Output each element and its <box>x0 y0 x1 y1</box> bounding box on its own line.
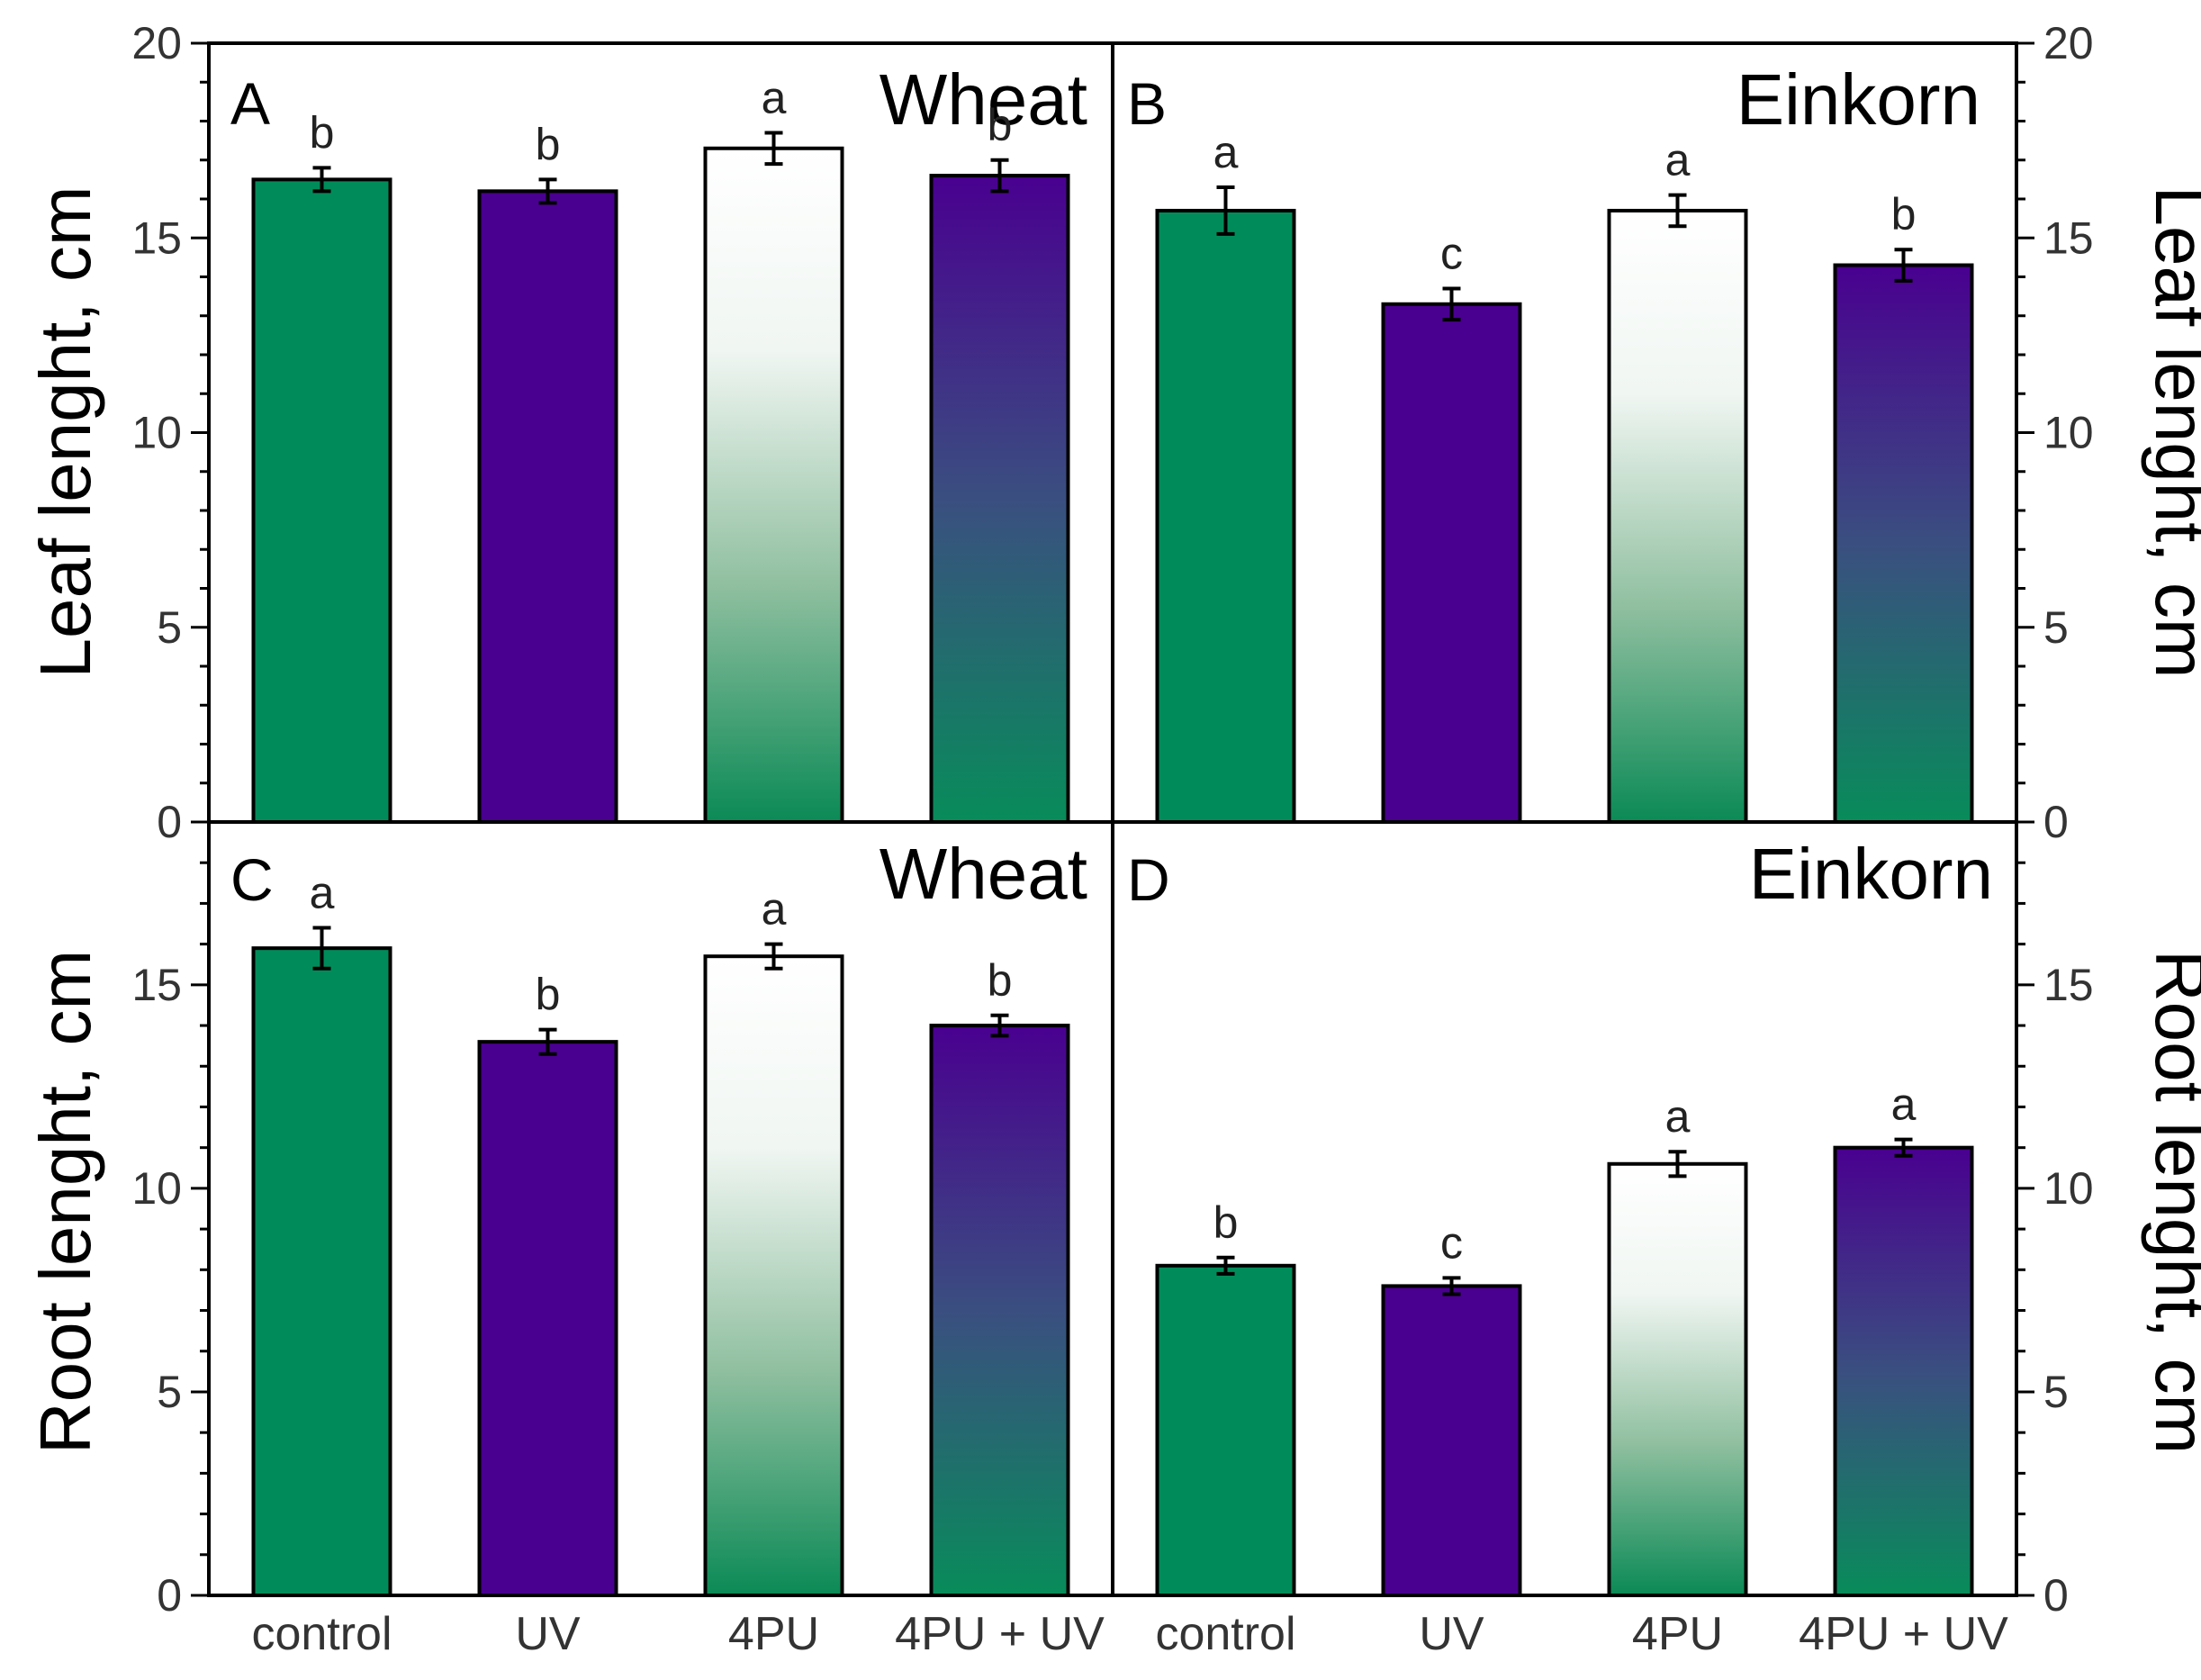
x-category-label: control <box>1155 1608 1295 1660</box>
significance-label: b <box>536 119 561 169</box>
y-tick-label: 10 <box>131 408 182 458</box>
bar <box>703 954 844 1597</box>
panel-title: Wheat <box>879 59 1087 140</box>
panel-letter: A <box>230 70 270 137</box>
panel-title: Einkorn <box>1749 834 1993 914</box>
significance-label: b <box>988 955 1013 1006</box>
significance-label: b <box>1891 189 1917 239</box>
significance-label: a <box>762 884 787 935</box>
y-tick-label: 15 <box>131 212 182 263</box>
y-axis-title-bottom-left: Root lenght, cm <box>25 950 105 1454</box>
y-tick-label: 0 <box>2043 797 2069 847</box>
y-tick-label: 5 <box>157 1367 182 1417</box>
y-tick-label: 0 <box>2043 1570 2069 1621</box>
y-axis-title-top-right: Leaf lenght, cm <box>2141 186 2201 679</box>
panel-letter: C <box>230 846 274 913</box>
significance-label: c <box>1440 1217 1463 1268</box>
x-category-label: 4PU <box>1632 1608 1723 1660</box>
significance-label: c <box>1440 228 1463 278</box>
panel-title: Einkorn <box>1736 59 1980 140</box>
bar <box>1155 208 1296 825</box>
x-category-label: control <box>251 1608 392 1660</box>
panel-letter: D <box>1127 846 1170 913</box>
panel-letter: B <box>1127 70 1167 137</box>
bar <box>1833 263 1974 824</box>
significance-label: a <box>1213 127 1239 177</box>
significance-label: a <box>310 868 335 918</box>
y-tick-label: 10 <box>2043 408 2094 458</box>
significance-label: a <box>1665 1091 1691 1142</box>
y-tick-label: 5 <box>2043 602 2069 653</box>
y-tick-label: 10 <box>131 1163 182 1214</box>
significance-label: b <box>1213 1197 1239 1248</box>
bar <box>251 946 392 1597</box>
bar <box>1833 1145 1974 1597</box>
bar <box>929 1024 1070 1597</box>
x-category-label: 4PU + UV <box>895 1608 1105 1660</box>
bar <box>477 1040 618 1597</box>
significance-label: a <box>762 72 787 122</box>
y-tick-label: 0 <box>157 1570 182 1621</box>
x-category-label: UV <box>1419 1608 1484 1660</box>
y-axis-title-top-left: Leaf lenght, cm <box>25 186 105 679</box>
panel-title: Wheat <box>879 834 1087 914</box>
y-tick-label: 15 <box>2043 960 2094 1010</box>
significance-label: b <box>988 100 1013 150</box>
bar <box>703 146 844 824</box>
significance-label: b <box>536 970 561 1020</box>
x-category-label: 4PU <box>728 1608 819 1660</box>
significance-label: a <box>1891 1079 1917 1130</box>
bar <box>1607 208 1748 825</box>
y-tick-label: 0 <box>157 797 182 847</box>
bar <box>1381 1284 1522 1598</box>
bar <box>1155 1263 1296 1597</box>
x-category-label: 4PU + UV <box>1799 1608 2008 1660</box>
y-tick-label: 20 <box>2043 18 2094 68</box>
bar <box>1381 302 1522 824</box>
bar <box>929 174 1070 825</box>
y-axis-title-bottom-right: Root lenght, cm <box>2141 950 2201 1454</box>
bar <box>477 189 618 825</box>
y-tick-label: 10 <box>2043 1163 2094 1214</box>
significance-label: b <box>310 107 335 158</box>
bar <box>1607 1161 1748 1597</box>
y-tick-label: 15 <box>131 960 182 1010</box>
significance-label: a <box>1665 135 1691 185</box>
y-tick-label: 20 <box>131 18 182 68</box>
x-category-label: UV <box>515 1608 581 1660</box>
y-tick-label: 15 <box>2043 212 2094 263</box>
y-tick-label: 5 <box>2043 1367 2069 1417</box>
y-tick-label: 5 <box>157 602 182 653</box>
bar <box>251 177 392 824</box>
